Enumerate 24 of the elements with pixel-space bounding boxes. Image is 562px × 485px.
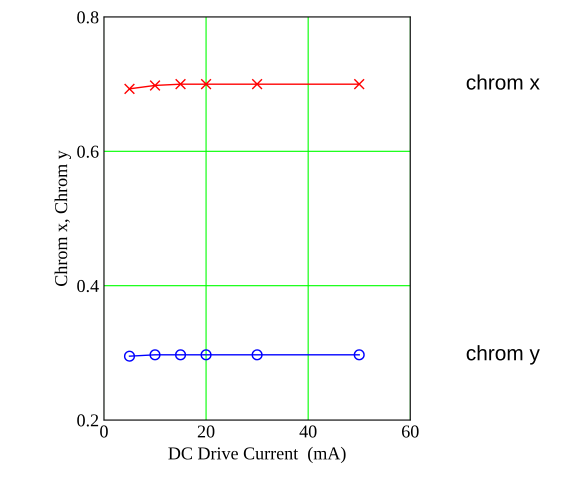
point [174,349,186,360]
x-tick-label: 0 [100,425,108,438]
text: chrom y [466,345,540,365]
point [354,78,365,90]
x-axis-title: DC Drive Current (mA) [168,446,346,464]
x-tick-label: 40 [299,425,317,438]
point [200,78,212,90]
y-axis-title: Chrom x, Chrom y [54,150,71,286]
point [200,349,212,360]
y-tick-label: 0.2 [77,414,98,427]
point [252,78,263,90]
point [354,349,365,360]
point [124,350,136,362]
point [149,349,161,360]
point [124,83,136,94]
x-tick-label: 60 [402,425,419,438]
y-tick-label: 0.4 [77,280,99,292]
text: chrom x [466,74,540,90]
y-tick-label: 0.8 [77,11,98,24]
y-tick-label: 0.6 [77,146,99,158]
point [149,80,161,92]
x-tick-label: 20 [198,425,214,438]
point [252,349,263,360]
point [174,78,186,90]
